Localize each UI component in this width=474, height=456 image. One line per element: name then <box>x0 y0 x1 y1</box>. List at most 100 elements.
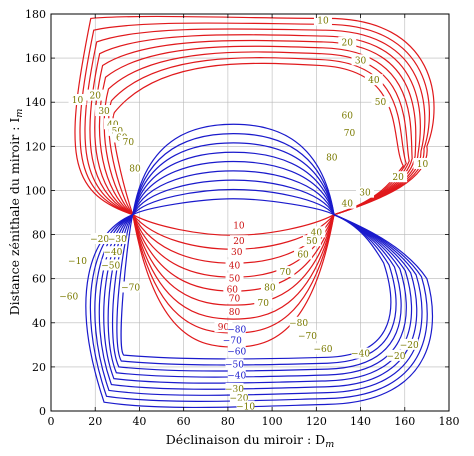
contour-label-bg <box>351 54 370 66</box>
contour-positive-middle <box>132 214 335 320</box>
contour-label-bg <box>355 186 374 198</box>
contour-negative-middle <box>132 170 335 215</box>
contour-label: −20 <box>386 352 405 362</box>
y-tick-label: 20 <box>32 361 46 374</box>
contour-positive-middle <box>132 214 335 306</box>
contour-positive-top <box>98 45 413 216</box>
x-tick-label: 60 <box>177 415 191 428</box>
contour-label-bg <box>225 292 244 304</box>
contour-negative-middle <box>132 188 335 216</box>
contour-label: −70 <box>223 336 242 346</box>
contour-label: 80 <box>264 283 276 293</box>
y-axis-title: Distance zénithale du miroir : Im <box>7 109 25 316</box>
contour-label-bg <box>371 96 390 108</box>
y-tick-label: 80 <box>32 229 46 242</box>
contour-label: 70 <box>280 268 292 278</box>
contour-label: 30 <box>231 248 243 258</box>
contour-label: 70 <box>229 295 241 305</box>
contour-label: −30 <box>108 235 127 245</box>
contour-label-bg <box>389 171 408 183</box>
contour-label-bg <box>227 345 246 357</box>
contour-label-bg <box>338 36 357 48</box>
contour-label-bg <box>225 382 244 394</box>
x-tick-label: 100 <box>262 415 283 428</box>
contour-label: 70 <box>123 138 135 148</box>
contour-label-bg <box>386 349 405 361</box>
contour-label-bg <box>302 235 321 247</box>
y-tick-label: 40 <box>32 317 46 330</box>
contour-label-bg <box>225 259 244 271</box>
contour-label: 30 <box>355 56 367 66</box>
contour-labels: 1020304050607080102030405060708010203040… <box>59 14 432 413</box>
contour-label: −70 <box>121 283 140 293</box>
contour-label: 30 <box>359 189 371 199</box>
contour-label: 30 <box>98 107 110 117</box>
x-tick-label: 140 <box>350 415 371 428</box>
contour-label: 80 <box>229 308 241 318</box>
contour-label: 80 <box>326 153 338 163</box>
contour-label-bg <box>126 162 145 174</box>
contour-label: −60 <box>227 347 246 357</box>
y-tick-label: 180 <box>25 8 46 21</box>
contour-label: 40 <box>311 228 323 238</box>
contour-label-bg <box>338 197 357 209</box>
contour-label-bg <box>90 232 109 244</box>
contour-label: −50 <box>225 361 244 371</box>
contour-label-bg <box>223 334 242 346</box>
contour-label-bg <box>364 74 383 86</box>
contour-label: −20 <box>400 341 419 351</box>
contour-label-bg <box>68 255 87 267</box>
contour-label-bg <box>121 281 140 293</box>
contour-label: 20 <box>342 39 354 49</box>
contour-label-bg <box>227 246 246 258</box>
contour-negative-bottom <box>103 214 413 384</box>
contour-negative-middle <box>132 132 335 215</box>
contour-label-bg <box>108 124 127 136</box>
y-tick-label: 140 <box>25 96 46 109</box>
contour-negative-middle <box>132 179 335 215</box>
contour-label-bg <box>298 330 317 342</box>
x-tick-label: 160 <box>394 415 415 428</box>
contour-negative-bottom <box>98 214 418 390</box>
y-tick-label: 60 <box>32 273 46 286</box>
contour-label-bg <box>95 105 114 117</box>
contour-label: 40 <box>229 261 241 271</box>
contour-label: −40 <box>227 372 246 382</box>
contour-label: −20 <box>90 235 109 245</box>
contour-negative-bottom <box>107 214 407 378</box>
contour-label: 10 <box>417 160 429 170</box>
contour-label: 20 <box>89 92 101 102</box>
contour-label-bg <box>229 219 248 231</box>
contour-label: 50 <box>375 98 387 108</box>
contour-positive-top <box>94 39 417 216</box>
contour-label: 90 <box>218 323 230 333</box>
contour-negative-middle <box>132 151 335 215</box>
y-tick-label: 160 <box>25 52 46 65</box>
contour-label: 20 <box>392 173 404 183</box>
contour-label-bg <box>322 151 341 163</box>
contour-label: −10 <box>236 403 255 413</box>
contour-negative-middle <box>132 160 335 215</box>
contour-negative-middle <box>132 123 335 215</box>
plot-frame <box>50 13 450 412</box>
contour-label-bg <box>313 14 332 26</box>
contour-label: −10 <box>68 257 87 267</box>
contour-label: −40 <box>351 350 370 360</box>
contour-label-bg <box>294 248 313 260</box>
contour-label-bg <box>227 323 246 335</box>
contour-label: −70 <box>298 332 317 342</box>
contour-label: 40 <box>342 200 354 210</box>
contour-label-bg <box>260 281 279 293</box>
contour-label: 70 <box>344 129 356 139</box>
axis-ticks: 0 20 40 60 80 100 120 140 160 180 0 20 40 60 80 100 120 1… <box>25 8 460 428</box>
contour-label-bg <box>236 400 255 412</box>
x-tick-label: 180 <box>439 415 460 428</box>
contour-label: −60 <box>59 292 78 302</box>
contour-label-bg <box>119 135 138 147</box>
contour-label-bg <box>307 226 326 238</box>
contour-negative-bottom <box>85 214 434 409</box>
contour-label-bg <box>103 118 122 130</box>
contour-label: 40 <box>368 76 380 86</box>
contour-label: −60 <box>313 345 332 355</box>
x-axis-title: Déclinaison du miroir : Dm <box>166 432 334 450</box>
